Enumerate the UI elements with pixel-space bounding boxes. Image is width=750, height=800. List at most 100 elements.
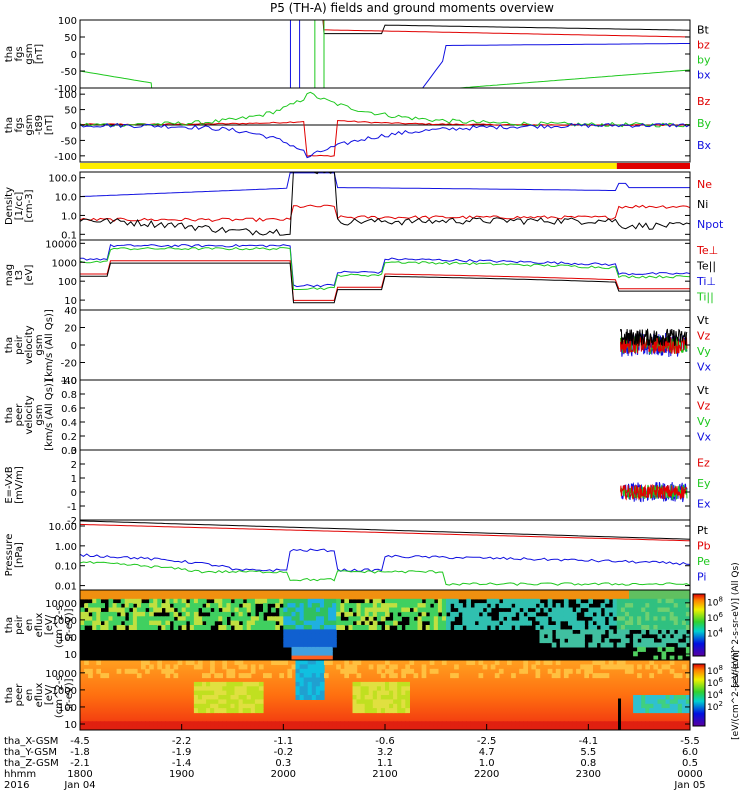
panel-peer_spec: tha peer en eflux [eV/(cm^2-s-sr-eV)] 1021041…	[4, 650, 741, 740]
y-axis-label: peir	[14, 334, 25, 354]
series-line	[80, 243, 690, 288]
y-axis-label: [nPa]	[14, 542, 25, 568]
panel-frame	[79, 449, 691, 521]
y-tick-label: -100	[54, 152, 77, 163]
time-row-label: tha_Y-GSM	[4, 747, 57, 758]
y-axis-label: tha	[4, 687, 15, 703]
quality-bar	[616, 163, 690, 169]
legend-entry: bz	[697, 39, 710, 52]
y-tick-label: 3	[71, 446, 77, 457]
x-tick-label: 2300	[576, 769, 601, 780]
y-axis-label: fgs	[14, 117, 25, 132]
plot-area	[80, 20, 690, 88]
x-tick-label: -0.2	[274, 747, 294, 758]
y-tick-label: 10	[64, 720, 77, 731]
x-tick-label: 0.8	[580, 758, 596, 769]
colorbar-tick: 108	[707, 596, 723, 609]
y-axis-label: tha	[4, 407, 15, 423]
plot-area	[80, 243, 690, 304]
legend-entry: Npot	[697, 218, 724, 231]
plot-area	[80, 660, 690, 730]
y-tick-label: 10000	[45, 599, 77, 610]
series-line	[80, 69, 690, 88]
y-axis-label: velocity	[24, 395, 35, 434]
legend-entry: Pt	[697, 524, 709, 537]
x-tick-label: -1.8	[70, 747, 90, 758]
y-axis-label: eflux	[34, 613, 45, 638]
y-tick-label: -20	[61, 359, 77, 370]
y-tick-label: 0.1	[61, 230, 77, 241]
legend-entry: Ti⊥	[696, 275, 716, 288]
series-line	[620, 335, 688, 354]
y-axis-label: sr-eV)]	[64, 678, 75, 711]
y-tick-label: 1.00	[55, 542, 77, 553]
panel-temperature: mag t3 [eV] Te⊥ Te|| Ti⊥ Ti|| 10 100 1000 10000	[4, 239, 718, 311]
y-tick-label: 100	[58, 703, 77, 714]
quality-bar	[80, 163, 617, 169]
y-tick-label: 0.10	[55, 562, 77, 573]
y-axis-label: [km/s (All Qs)]	[44, 379, 55, 451]
legend-entry: bx	[697, 69, 711, 82]
plot-area	[80, 172, 690, 236]
y-tick-label: 1000	[52, 686, 77, 697]
legend-entry: by	[697, 54, 711, 67]
y-axis-label: peer	[14, 683, 25, 707]
x-tick-label: -2.5	[477, 736, 497, 747]
y-axis-label: [1/cc]	[14, 192, 25, 221]
plot-area	[620, 328, 688, 358]
y-tick-label: -1	[67, 502, 77, 513]
series-line	[80, 204, 690, 223]
x-tick-label: 3.2	[377, 747, 393, 758]
y-tick-label: -50	[61, 136, 77, 147]
y-tick-label: 10	[64, 296, 77, 307]
y-axis-label: [eV]	[24, 265, 35, 286]
panel-density: Density [1/cc] [cm-3] Ne Ni Npot 0.1 1.0 10.0 100…	[4, 171, 724, 241]
y-tick-label: 100	[58, 277, 77, 288]
legend-entry: Bt	[697, 24, 710, 37]
y-tick-label: 0.6	[61, 404, 77, 415]
series-line	[80, 548, 690, 573]
plot-area	[80, 91, 690, 159]
y-tick-label: 0.01	[55, 582, 77, 593]
legend-entry: Vz	[697, 329, 711, 342]
y-tick-label: 0.4	[61, 418, 77, 429]
y-axis-label: t3	[14, 270, 25, 280]
y-axis-label: gsm	[24, 114, 35, 135]
legend-entry: Te⊥	[696, 244, 718, 257]
y-tick-label: 0.0	[61, 446, 77, 457]
y-tick-label: -100	[54, 84, 77, 95]
x-tick-label: -5.5	[680, 736, 700, 747]
panel-peir_velocity: tha peir velocity gsm [km/s (All Qs)] VtVzVyV…	[4, 306, 712, 387]
colorbar-tick: 102	[707, 700, 723, 713]
y-axis-label: eflux	[34, 683, 45, 708]
y-tick-label: 40	[64, 306, 77, 317]
x-tick-label: 2000	[271, 769, 296, 780]
x-tick-label: 2100	[372, 769, 397, 780]
x-tick-label: -4.1	[579, 736, 599, 747]
legend-entry: Bx	[697, 139, 712, 152]
y-axis-label: gsm	[34, 334, 45, 355]
x-tick-label: -0.6	[375, 736, 395, 747]
x-tick-label: -1.4	[172, 758, 192, 769]
x-tick-label: -1.9	[172, 747, 192, 758]
y-axis-label: -t89	[34, 115, 45, 135]
y-tick-label: 1000	[52, 258, 77, 269]
y-axis-label: [km/s (All Qs)]	[44, 309, 55, 381]
panel-frame	[79, 171, 691, 241]
time-row-label: tha_Z-GSM	[4, 758, 59, 769]
legend-entry: Ne	[697, 178, 712, 191]
panel-frame	[79, 19, 691, 89]
legend-entry: Vt	[697, 314, 710, 327]
series-line	[80, 122, 690, 159]
series-line	[80, 91, 690, 128]
panel-peer_velocity: tha peer velocity gsm [km/s (All Qs)] VtVzVyV…	[4, 376, 712, 457]
legend-entry: Bz	[697, 95, 711, 108]
panel-fgs: tha fgs gsm [nT] Bt bz by bx -100 -50 0 50 100	[4, 16, 711, 95]
y-axis-label: gsm	[34, 404, 45, 425]
legend-entry: Vx	[697, 430, 712, 443]
y-axis-label: [eV/	[44, 614, 55, 635]
x-tick-label: -4.5	[70, 736, 90, 747]
x-tick-label: 1900	[169, 769, 194, 780]
legend-entry: Te||	[696, 259, 716, 272]
